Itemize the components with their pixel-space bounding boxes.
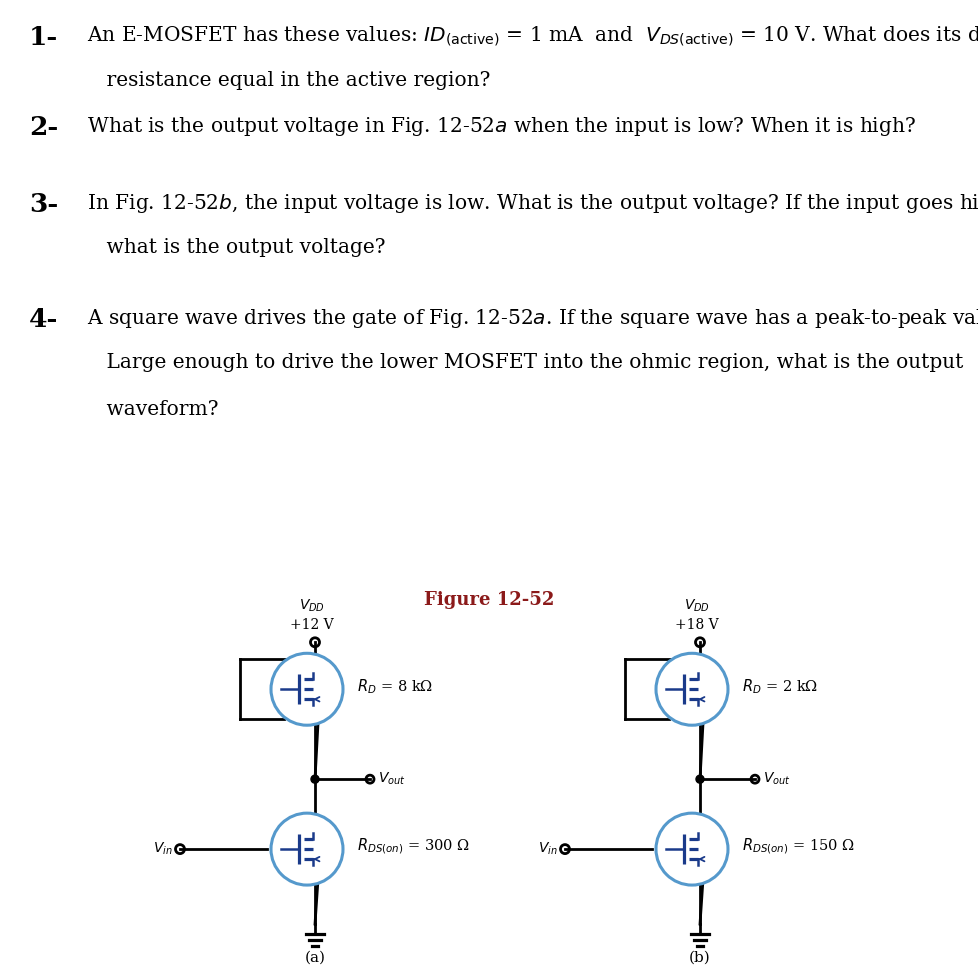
Text: A square wave drives the gate of Fig. 12-52$a$. If the square wave has a peak-to: A square wave drives the gate of Fig. 12… <box>81 306 978 329</box>
Text: $V_{DD}$: $V_{DD}$ <box>684 598 709 614</box>
Text: Large enough to drive the lower MOSFET into the ohmic region, what is the output: Large enough to drive the lower MOSFET i… <box>81 353 962 372</box>
Text: what is the output voltage?: what is the output voltage? <box>81 238 385 257</box>
Text: resistance equal in the active region?: resistance equal in the active region? <box>81 71 490 90</box>
Text: $V_{in}$: $V_{in}$ <box>538 841 557 858</box>
Text: Figure 12-52: Figure 12-52 <box>423 591 554 610</box>
Text: 4-: 4- <box>29 306 59 331</box>
Text: An E-MOSFET has these values: $ID_{\mathrm{(active)}}$ = 1 mA  and  $V_{DS\mathr: An E-MOSFET has these values: $ID_{\math… <box>81 24 978 47</box>
Text: In Fig. 12-52$b$, the input voltage is low. What is the output voltage? If the i: In Fig. 12-52$b$, the input voltage is l… <box>81 192 978 214</box>
Circle shape <box>655 813 728 885</box>
Text: +12 V: +12 V <box>289 618 333 633</box>
Text: waveform?: waveform? <box>81 399 218 419</box>
Text: 1-: 1- <box>29 24 59 49</box>
Text: $V_{out}$: $V_{out}$ <box>762 771 790 788</box>
Text: $V_{DD}$: $V_{DD}$ <box>298 598 325 614</box>
Text: 2-: 2- <box>29 115 59 140</box>
Circle shape <box>271 813 342 885</box>
Text: 3-: 3- <box>29 192 59 217</box>
Circle shape <box>655 653 728 725</box>
Text: $V_{in}$: $V_{in}$ <box>154 841 173 858</box>
Text: $R_D$ = 8 kΩ: $R_D$ = 8 kΩ <box>357 677 432 696</box>
Text: (a): (a) <box>304 951 325 965</box>
Text: $R_{DS(on)}$ = 300 Ω: $R_{DS(on)}$ = 300 Ω <box>357 836 469 856</box>
Text: (b): (b) <box>689 951 710 965</box>
Text: $V_{out}$: $V_{out}$ <box>378 771 405 788</box>
Text: +18 V: +18 V <box>675 618 718 633</box>
Circle shape <box>695 775 703 783</box>
Circle shape <box>311 775 319 783</box>
Text: What is the output voltage in Fig. 12-52$a$ when the input is low? When it is hi: What is the output voltage in Fig. 12-52… <box>81 115 915 138</box>
Circle shape <box>271 653 342 725</box>
Text: $R_{DS(on)}$ = 150 Ω: $R_{DS(on)}$ = 150 Ω <box>741 836 854 856</box>
Text: $R_D$ = 2 kΩ: $R_D$ = 2 kΩ <box>741 677 818 696</box>
